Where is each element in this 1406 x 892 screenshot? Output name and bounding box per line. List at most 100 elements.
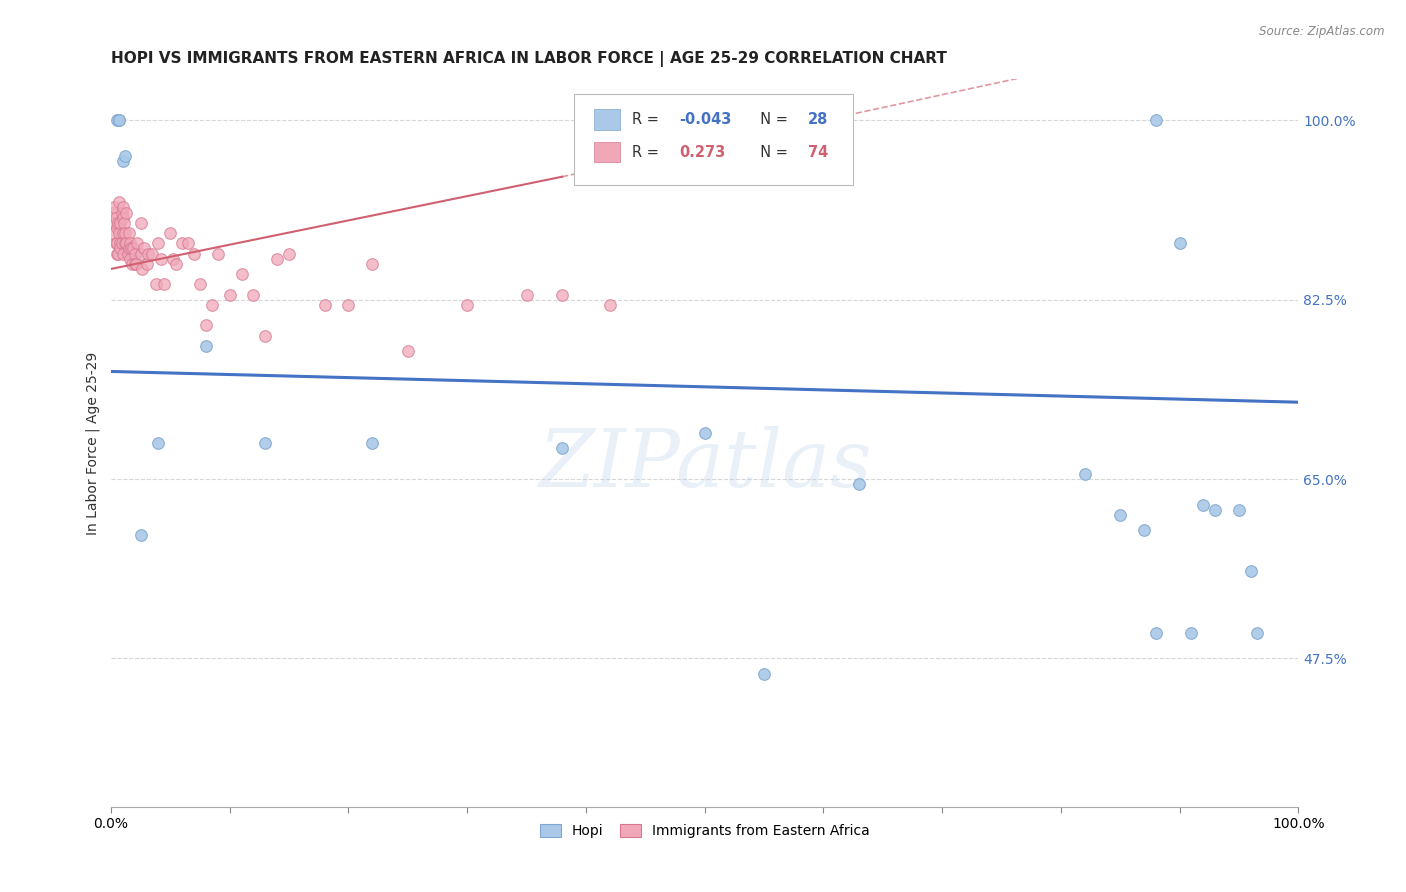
Point	[254, 328, 277, 343]
Text: Source: ZipAtlas.com: Source: ZipAtlas.com	[1260, 25, 1385, 38]
Point	[1144, 113, 1167, 128]
Point	[122, 242, 145, 256]
Point	[599, 298, 621, 312]
Point	[118, 252, 141, 266]
Point	[148, 436, 170, 450]
Point	[103, 201, 125, 215]
Point	[104, 211, 127, 225]
Point	[107, 246, 129, 260]
Point	[153, 277, 176, 292]
Point	[121, 257, 143, 271]
Point	[118, 226, 141, 240]
Point	[159, 226, 181, 240]
Point	[148, 236, 170, 251]
Point	[515, 287, 537, 301]
Point	[242, 287, 264, 301]
Point	[141, 246, 163, 260]
Point	[103, 216, 125, 230]
Point	[551, 287, 574, 301]
Point	[1192, 498, 1215, 512]
Point	[1133, 524, 1156, 538]
Point	[194, 318, 217, 333]
Point	[112, 216, 135, 230]
Point	[129, 246, 152, 260]
Text: 0.273: 0.273	[679, 145, 725, 160]
Point	[456, 298, 478, 312]
Point	[110, 236, 132, 251]
Point	[124, 246, 146, 260]
Point	[115, 205, 138, 219]
Point	[101, 226, 124, 240]
Text: 28: 28	[808, 112, 828, 127]
Point	[107, 216, 129, 230]
Point	[111, 226, 134, 240]
Point	[254, 436, 277, 450]
Point	[149, 252, 172, 266]
Legend: Hopi, Immigrants from Eastern Africa: Hopi, Immigrants from Eastern Africa	[534, 819, 875, 844]
Point	[115, 236, 138, 251]
Point	[1144, 625, 1167, 640]
Point	[177, 236, 200, 251]
Point	[314, 298, 336, 312]
Point	[105, 113, 128, 128]
Point	[1204, 503, 1226, 517]
Point	[266, 252, 288, 266]
Text: ZIPatlas: ZIPatlas	[538, 426, 872, 504]
Point	[124, 257, 146, 271]
Point	[361, 257, 384, 271]
FancyBboxPatch shape	[574, 94, 853, 185]
Point	[114, 149, 136, 163]
Point	[111, 211, 134, 225]
Point	[131, 262, 153, 277]
Point	[194, 339, 217, 353]
Point	[165, 257, 187, 271]
Point	[118, 236, 141, 251]
Point	[105, 221, 128, 235]
Point	[135, 257, 157, 271]
Point	[136, 246, 159, 260]
Point	[1109, 508, 1132, 522]
Text: -0.043: -0.043	[679, 112, 733, 127]
Text: R =: R =	[633, 112, 664, 127]
Point	[218, 287, 240, 301]
Point	[162, 252, 184, 266]
Point	[396, 343, 419, 358]
Point	[108, 113, 131, 128]
Point	[1240, 564, 1263, 578]
Point	[231, 267, 253, 281]
Point	[108, 195, 131, 210]
Point	[114, 236, 136, 251]
Point	[111, 246, 134, 260]
Point	[848, 477, 870, 491]
Point	[125, 257, 148, 271]
Point	[361, 436, 384, 450]
Point	[111, 201, 134, 215]
Point	[105, 246, 128, 260]
Point	[129, 216, 152, 230]
Point	[117, 246, 139, 260]
Point	[118, 246, 141, 260]
Point	[551, 442, 574, 456]
Point	[105, 236, 128, 251]
Point	[1227, 503, 1250, 517]
Point	[1246, 625, 1268, 640]
Point	[172, 236, 194, 251]
Text: 74: 74	[808, 145, 828, 160]
Point	[1180, 625, 1202, 640]
Point	[104, 236, 127, 251]
Point	[110, 205, 132, 219]
Point	[108, 226, 131, 240]
Point	[129, 528, 152, 542]
Point	[110, 236, 132, 251]
Point	[207, 246, 229, 260]
Point	[114, 226, 136, 240]
FancyBboxPatch shape	[595, 109, 620, 129]
Point	[188, 277, 211, 292]
Point	[1168, 236, 1191, 251]
Point	[693, 425, 716, 440]
Point	[110, 242, 132, 256]
Point	[103, 205, 125, 219]
Point	[124, 246, 146, 260]
Point	[110, 216, 132, 230]
Point	[108, 113, 131, 128]
